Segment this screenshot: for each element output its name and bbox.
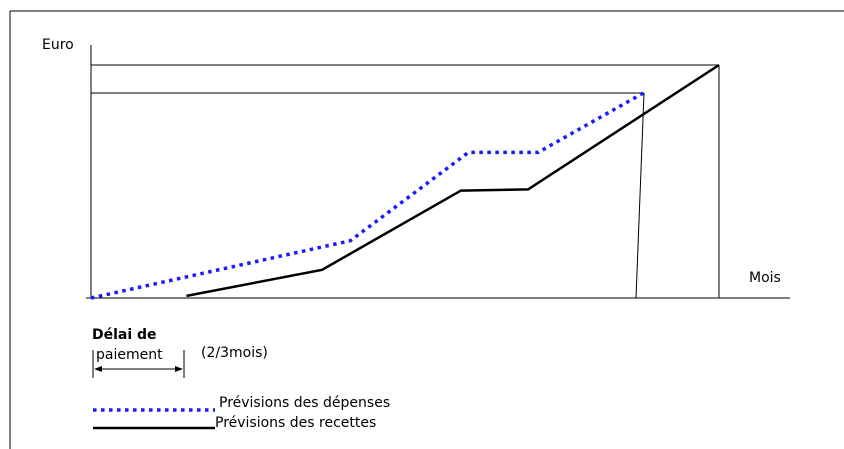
delay-arrow-head-left bbox=[94, 366, 102, 372]
delay-note: (2/3mois) bbox=[201, 345, 268, 361]
series-line-depenses bbox=[90, 91, 644, 300]
y-axis-label: Euro bbox=[42, 37, 74, 53]
legend-label-depenses: Prévisions des dépenses bbox=[219, 395, 391, 411]
legend-label-recettes: Prévisions des recettes bbox=[215, 415, 377, 431]
delay-label-line2: paiement bbox=[96, 347, 163, 363]
delay-label-line1: Délai de bbox=[92, 327, 157, 343]
ref-line-right-inner bbox=[635, 92, 645, 299]
x-axis-label: Mois bbox=[749, 270, 781, 286]
series-line-recettes bbox=[186, 63, 720, 298]
delay-arrow-head-right bbox=[175, 366, 183, 372]
